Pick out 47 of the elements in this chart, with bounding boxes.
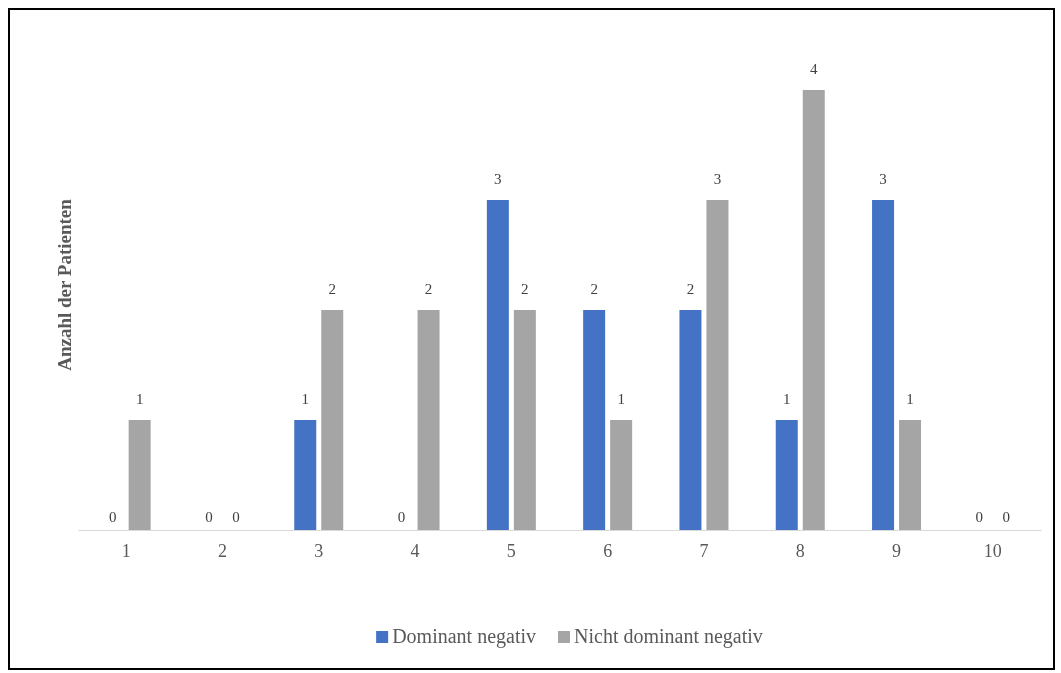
data-label: 0 (975, 509, 984, 525)
bar (679, 310, 702, 530)
bar (513, 310, 536, 530)
bar (294, 420, 317, 530)
data-label: 2 (424, 281, 433, 297)
bar (775, 420, 798, 530)
bar (872, 200, 895, 530)
data-label: 1 (135, 391, 144, 407)
x-tick-label: 8 (795, 540, 805, 561)
data-label: 0 (397, 509, 406, 525)
x-tick-label: 2 (217, 540, 227, 561)
bar (583, 310, 606, 530)
data-label: 0 (232, 509, 240, 525)
bar (706, 200, 729, 530)
y-axis-title: Anzahl der Patienten (54, 198, 75, 371)
data-label: 2 (521, 281, 529, 297)
data-label: 1 (617, 391, 625, 407)
data-label: 1 (906, 391, 914, 407)
x-tick-label: 4 (410, 540, 420, 561)
x-tick-label: 1 (121, 540, 131, 561)
x-tick-label: 5 (506, 540, 516, 561)
bar (486, 200, 509, 530)
data-label: 3 (879, 171, 887, 187)
legend-label: Nicht dominant negativ (574, 625, 763, 648)
data-label: 2 (328, 281, 336, 297)
data-label: 2 (590, 281, 598, 297)
x-tick-label: 10 (983, 540, 1002, 561)
data-label: 3 (713, 171, 722, 187)
bar (128, 420, 151, 530)
x-tick-label: 6 (603, 540, 613, 561)
data-label: 0 (108, 509, 117, 525)
bar (610, 420, 633, 530)
data-label: 2 (686, 281, 695, 297)
legend-label: Dominant negativ (392, 625, 536, 648)
x-tick-label: 3 (314, 540, 324, 561)
bar (899, 420, 922, 530)
data-label: 0 (1002, 509, 1011, 525)
bar (321, 310, 344, 530)
data-label: 0 (205, 509, 213, 525)
bar (417, 310, 440, 530)
x-tick-label: 9 (892, 540, 902, 561)
x-tick-label: 7 (699, 540, 709, 561)
bar (802, 90, 825, 530)
data-label: 1 (783, 391, 791, 407)
data-label: 3 (494, 171, 502, 187)
data-label: 1 (301, 391, 309, 407)
data-label: 4 (810, 61, 818, 77)
